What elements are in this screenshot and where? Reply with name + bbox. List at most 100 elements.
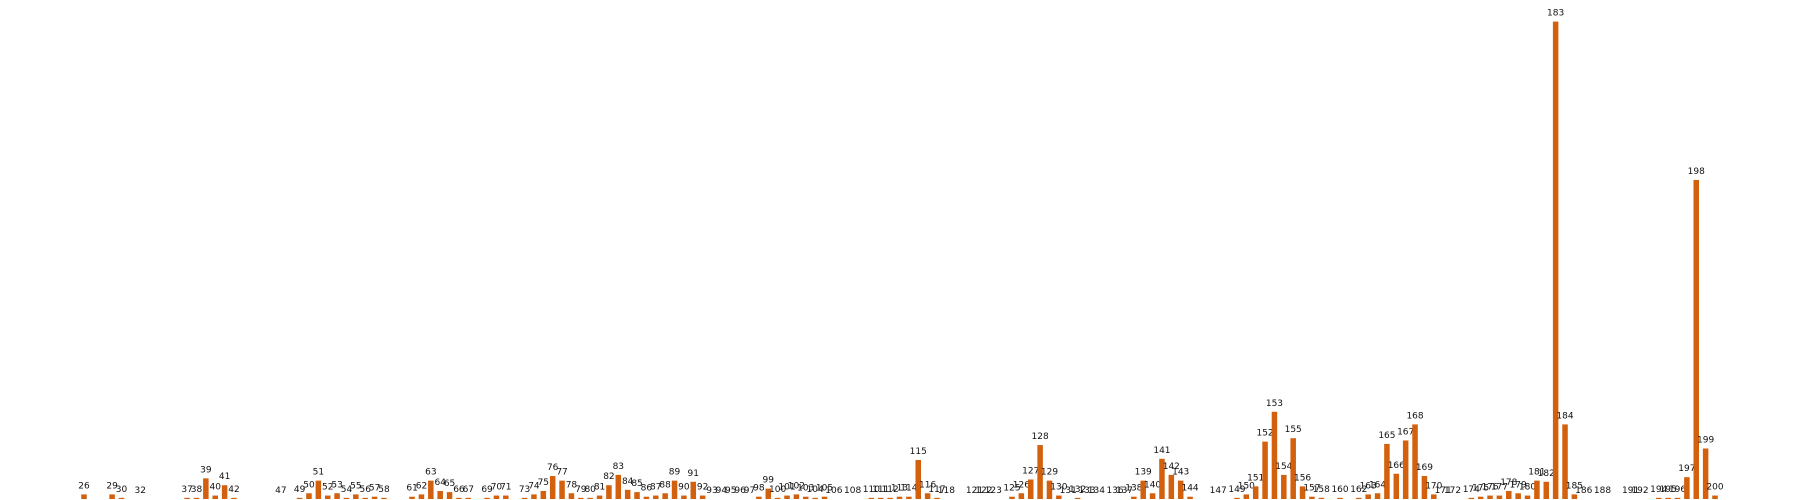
bar-label: 178: [1500, 478, 1517, 488]
bar-label: 155: [1285, 425, 1302, 435]
bar-label: 74: [528, 481, 540, 491]
bar-label: 195: [1660, 485, 1677, 495]
bar-label: 88: [659, 480, 671, 490]
bar-label: 188: [1594, 486, 1611, 496]
bar-label: 123: [985, 486, 1002, 496]
bar-label: 157: [1303, 484, 1320, 494]
bar-label: 170: [1425, 481, 1442, 491]
bar-label: 131: [1060, 486, 1077, 496]
bar-label: 85: [631, 479, 642, 489]
bar-label: 52: [322, 483, 333, 493]
bar-label: 160: [1331, 485, 1348, 495]
bar: [1140, 480, 1146, 499]
bar: [1496, 495, 1503, 499]
bar-label: 90: [678, 483, 690, 493]
bar: [1477, 496, 1484, 499]
bar-label: 136: [1106, 486, 1123, 496]
bar-label: 122: [975, 486, 992, 496]
bar: [756, 496, 762, 499]
bar-label: 69: [481, 485, 493, 495]
bar-label: 137: [1116, 486, 1133, 496]
bar: [493, 495, 500, 499]
bar: [1309, 496, 1315, 499]
bar-label: 103: [797, 484, 814, 494]
bar: [437, 490, 443, 499]
bar: [568, 493, 575, 499]
bar: [118, 497, 125, 499]
bar: [1177, 480, 1184, 499]
bar-label: 105: [816, 484, 833, 494]
bar: [1384, 443, 1390, 499]
bar: [868, 497, 875, 499]
bar-label: 96: [734, 486, 746, 496]
bar-label: 152: [1256, 429, 1273, 439]
bar-label: 172: [1444, 486, 1461, 496]
bar: [315, 480, 322, 499]
bar: [1243, 494, 1250, 499]
bar: [1046, 480, 1053, 499]
bar: [540, 490, 547, 499]
bar-label: 87: [650, 483, 661, 493]
bar-label: 26: [78, 481, 90, 491]
bar: [1468, 497, 1475, 499]
bar: [615, 474, 622, 499]
bar: [334, 493, 340, 499]
bar-label: 62: [416, 481, 427, 491]
bar-label: 143: [1172, 468, 1189, 478]
bar-label: 51: [313, 468, 324, 478]
bar: [446, 492, 453, 499]
bar: [1252, 486, 1259, 499]
bar-label: 91: [688, 469, 699, 479]
bar: [596, 495, 603, 499]
bar: [1412, 424, 1418, 499]
bar-label: 139: [1135, 468, 1152, 478]
bar-label: 128: [1032, 432, 1049, 442]
bar-label: 106: [825, 486, 842, 496]
bar-label: 80: [584, 485, 596, 495]
bar: [1365, 494, 1371, 499]
bar-label: 200: [1706, 483, 1723, 493]
bar: [109, 494, 115, 499]
bar: [887, 497, 893, 499]
bar: [1487, 495, 1493, 499]
bar-label: 47: [275, 486, 286, 496]
bar-label: 78: [566, 480, 578, 490]
bar-label: 64: [434, 478, 446, 488]
bar: [643, 496, 650, 499]
bar-label: 144: [1181, 484, 1198, 494]
bar: [699, 495, 706, 499]
bar-label: 92: [697, 483, 708, 493]
bar: [1009, 496, 1015, 499]
bar-label: 56: [359, 485, 371, 495]
bar-label: 174: [1463, 485, 1480, 495]
bar-label: 32: [135, 486, 146, 496]
bar-label: 104: [807, 485, 824, 495]
bar: [878, 497, 884, 499]
bar-label: 100: [769, 485, 786, 495]
bar-label: 140: [1144, 480, 1161, 490]
bar: [1693, 179, 1700, 499]
bar-label: 82: [603, 472, 614, 482]
bar: [587, 497, 593, 499]
bar-label: 184: [1556, 411, 1573, 421]
bar-label: 39: [200, 465, 212, 475]
bar-label: 63: [425, 468, 436, 478]
bar: [456, 497, 462, 499]
bar-label: 84: [622, 477, 634, 487]
bar: [624, 489, 631, 499]
bar: [324, 495, 331, 499]
bar: [1393, 473, 1400, 499]
bar-label: 58: [378, 485, 390, 495]
bar: [1187, 496, 1193, 499]
bar-label: 171: [1435, 486, 1452, 496]
bar-label: 192: [1631, 486, 1648, 496]
bar-label: 141: [1153, 446, 1170, 456]
bar: [381, 497, 387, 499]
bar: [1543, 481, 1550, 499]
bar: [1421, 476, 1428, 499]
bar-label: 197: [1678, 464, 1695, 474]
bar: [296, 497, 303, 499]
bar: [1552, 21, 1559, 499]
bar: [1281, 474, 1287, 499]
bar: [1337, 497, 1343, 499]
